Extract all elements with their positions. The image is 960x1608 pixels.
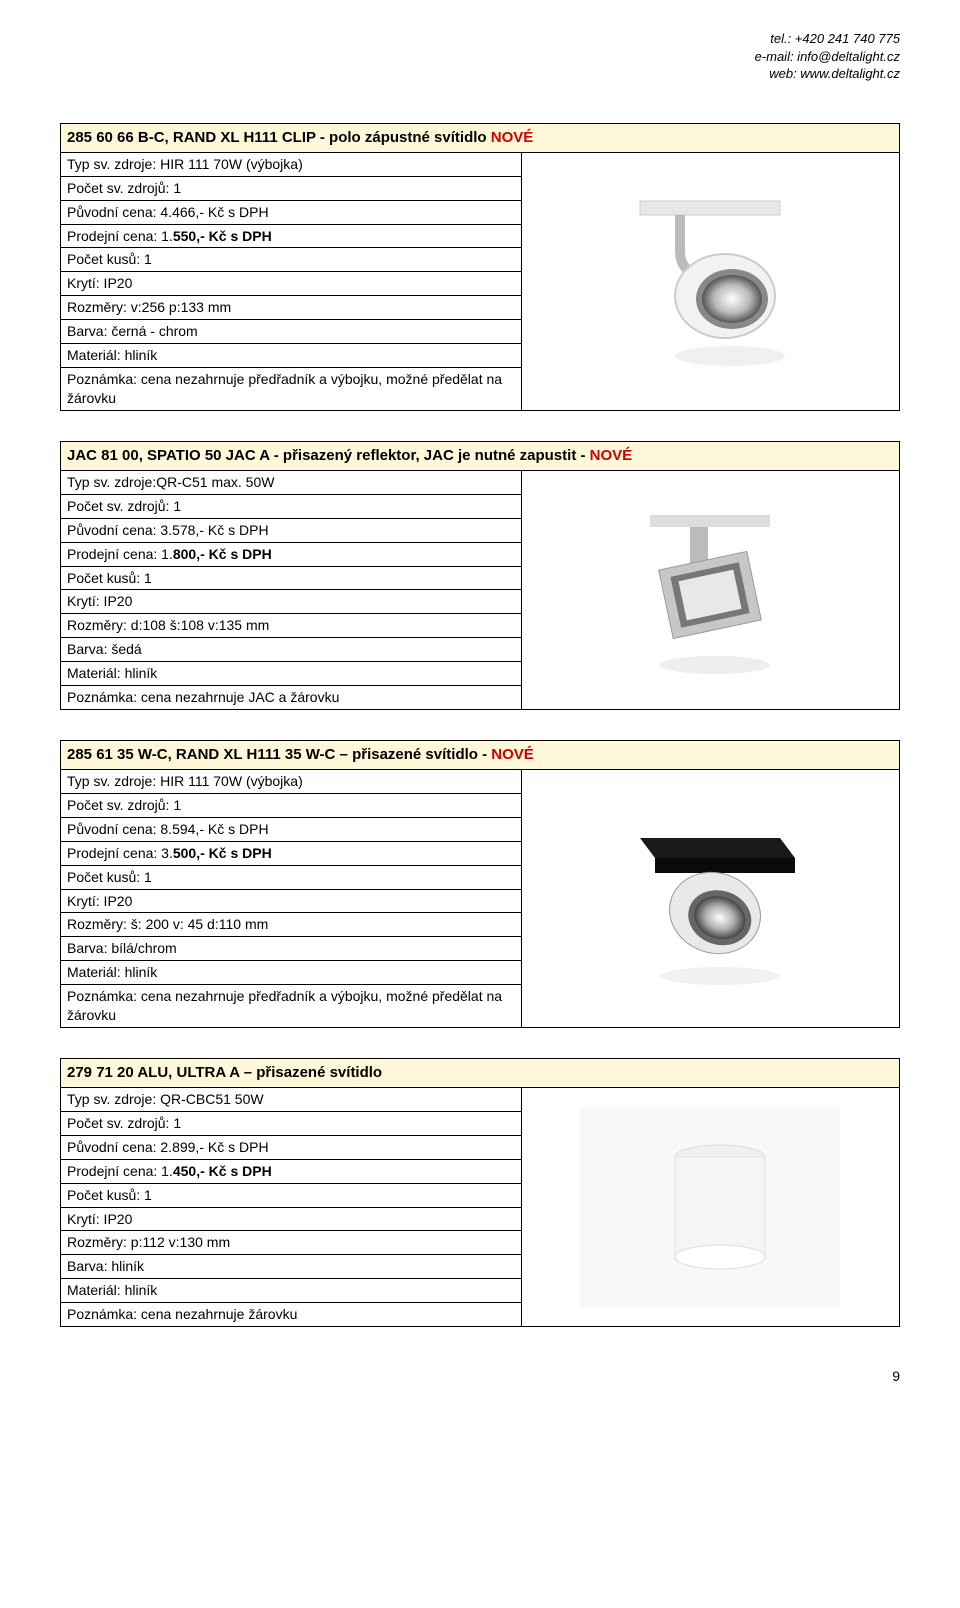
product-title-tag: NOVÉ [590,447,633,464]
product-row: Rozměry: p:112 v:130 mm [61,1231,521,1255]
header-tel: tel.: +420 241 740 775 [60,30,900,48]
product-row: Původní cena: 2.899,- Kč s DPH [61,1136,521,1160]
product-details: Typ sv. zdroje: HIR 111 70W (výbojka)Poč… [61,153,522,410]
product-row: Počet sv. zdrojů: 1 [61,495,521,519]
product-row: Počet kusů: 1 [61,567,521,591]
product-row: Krytí: IP20 [61,272,521,296]
product-title-tag: NOVÉ [491,129,534,146]
product-title-main: 285 60 66 B-C, RAND XL H111 CLIP - polo … [67,129,491,146]
product-body: Typ sv. zdroje:QR-C51 max. 50WPočet sv. … [61,471,899,709]
product-row: Poznámka: cena nezahrnuje žárovku [61,1303,521,1326]
product-row: Krytí: IP20 [61,890,521,914]
product-image [522,153,899,410]
product-block: JAC 81 00, SPATIO 50 JAC A - přisazený r… [60,441,900,710]
product-body: Typ sv. zdroje: HIR 111 70W (výbojka)Poč… [61,153,899,410]
product-row-bold: 500,- Kč s DPH [173,845,272,861]
product-row: Prodejní cena: 3.500,- Kč s DPH [61,842,521,866]
product-row-bold: 550,- Kč s DPH [173,228,272,244]
product-image [522,1088,899,1326]
product-row: Počet sv. zdrojů: 1 [61,177,521,201]
product-title: JAC 81 00, SPATIO 50 JAC A - přisazený r… [61,442,899,471]
product-body: Typ sv. zdroje: QR-CBC51 50WPočet sv. zd… [61,1088,899,1326]
product-image [522,471,899,709]
product-row: Barva: šedá [61,638,521,662]
product-row: Prodejní cena: 1.800,- Kč s DPH [61,543,521,567]
product-title-main: 279 71 20 ALU, ULTRA A – přisazené svíti… [67,1064,382,1081]
product-title: 279 71 20 ALU, ULTRA A – přisazené svíti… [61,1059,899,1088]
product-row-bold: 800,- Kč s DPH [173,546,272,562]
product-row: Poznámka: cena nezahrnuje předřadník a v… [61,985,521,1027]
product-row-bold: 450,- Kč s DPH [173,1163,272,1179]
product-row: Rozměry: d:108 š:108 v:135 mm [61,614,521,638]
product-image [522,770,899,1027]
product-row: Původní cena: 4.466,- Kč s DPH [61,201,521,225]
product-row: Materiál: hliník [61,344,521,368]
product-row: Původní cena: 3.578,- Kč s DPH [61,519,521,543]
product-row: Materiál: hliník [61,961,521,985]
product-row: Poznámka: cena nezahrnuje JAC a žárovku [61,686,521,709]
product-row: Materiál: hliník [61,1279,521,1303]
product-row: Typ sv. zdroje: HIR 111 70W (výbojka) [61,770,521,794]
product-details: Typ sv. zdroje: HIR 111 70W (výbojka)Poč… [61,770,522,1027]
product-row: Prodejní cena: 1.450,- Kč s DPH [61,1160,521,1184]
product-row: Počet sv. zdrojů: 1 [61,1112,521,1136]
product-row: Rozměry: š: 200 v: 45 d:110 mm [61,913,521,937]
product-row: Barva: bílá/chrom [61,937,521,961]
product-title-main: 285 61 35 W-C, RAND XL H111 35 W-C – při… [67,746,491,763]
product-row: Krytí: IP20 [61,1208,521,1232]
product-title-main: JAC 81 00, SPATIO 50 JAC A - přisazený r… [67,447,590,464]
product-row: Poznámka: cena nezahrnuje předřadník a v… [61,368,521,410]
header-email: e-mail: info@deltalight.cz [60,48,900,66]
product-row: Počet kusů: 1 [61,248,521,272]
page-number: 9 [60,1367,900,1386]
product-title-tag: NOVÉ [491,746,534,763]
product-row-label: Prodejní cena: 1. [67,546,173,562]
product-block: 285 61 35 W-C, RAND XL H111 35 W-C – při… [60,740,900,1028]
product-title: 285 60 66 B-C, RAND XL H111 CLIP - polo … [61,124,899,153]
product-row: Krytí: IP20 [61,590,521,614]
product-row-label: Prodejní cena: 1. [67,1163,173,1179]
product-block: 285 60 66 B-C, RAND XL H111 CLIP - polo … [60,123,900,411]
product-row: Barva: černá - chrom [61,320,521,344]
product-row-label: Prodejní cena: 1. [67,228,173,244]
product-row: Typ sv. zdroje: QR-CBC51 50W [61,1088,521,1112]
product-row: Typ sv. zdroje:QR-C51 max. 50W [61,471,521,495]
product-row: Rozměry: v:256 p:133 mm [61,296,521,320]
product-body: Typ sv. zdroje: HIR 111 70W (výbojka)Poč… [61,770,899,1027]
product-row-label: Prodejní cena: 3. [67,845,173,861]
product-details: Typ sv. zdroje:QR-C51 max. 50WPočet sv. … [61,471,522,709]
header-contact: tel.: +420 241 740 775 e-mail: info@delt… [60,30,900,83]
product-row: Materiál: hliník [61,662,521,686]
product-row: Počet sv. zdrojů: 1 [61,794,521,818]
product-row: Prodejní cena: 1.550,- Kč s DPH [61,225,521,249]
product-title: 285 61 35 W-C, RAND XL H111 35 W-C – při… [61,741,899,770]
product-row: Barva: hliník [61,1255,521,1279]
product-details: Typ sv. zdroje: QR-CBC51 50WPočet sv. zd… [61,1088,522,1326]
product-block: 279 71 20 ALU, ULTRA A – přisazené svíti… [60,1058,900,1327]
product-row: Původní cena: 8.594,- Kč s DPH [61,818,521,842]
product-row: Počet kusů: 1 [61,1184,521,1208]
product-row: Typ sv. zdroje: HIR 111 70W (výbojka) [61,153,521,177]
product-row: Počet kusů: 1 [61,866,521,890]
header-web: web: www.deltalight.cz [60,65,900,83]
